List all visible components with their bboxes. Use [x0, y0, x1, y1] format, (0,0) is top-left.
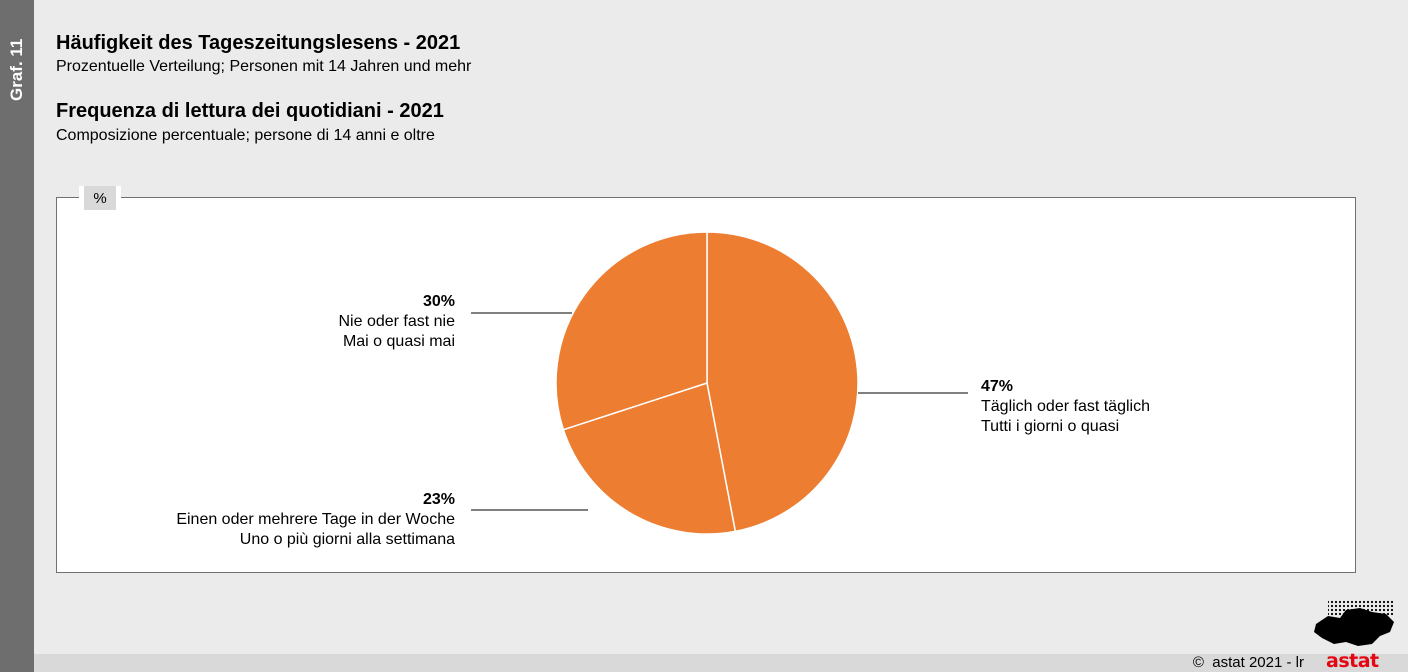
label-slice-2: 23% Einen oder mehrere Tage in der Woche… [176, 490, 455, 550]
slice-2-pct: 23% [422, 491, 455, 508]
subtitle-de: Prozentuelle Verteilung; Personen mit 14… [56, 58, 472, 75]
astat-logo-icon [1314, 600, 1394, 646]
copyright-text: astat 2021 - lr [1212, 654, 1304, 671]
unit-label: % [79, 186, 121, 210]
slice-1-label-it: Tutti i giorni o quasi [981, 418, 1120, 435]
copyright-icon: © [1192, 654, 1204, 671]
slice-3-pct: 30% [422, 293, 455, 310]
slice-3-label-it: Mai o quasi mai [342, 333, 455, 350]
pie-slice-3 [555, 231, 708, 431]
subtitle-it: Composizione percentuale; persone di 14 … [56, 127, 435, 144]
pie-slice-2 [562, 382, 737, 535]
slice-3-label-de: Nie oder fast nie [338, 313, 455, 330]
footer-bar [34, 654, 1408, 672]
slice-1-label-de: Täglich oder fast täglich [981, 398, 1150, 415]
slice-1-pct: 47% [981, 378, 1014, 395]
copyright: © astat 2021 - lr [1193, 654, 1304, 672]
logo-text: astat [1326, 650, 1379, 672]
title-de: Häufigkeit des Tageszeitungslesens - 202… [56, 32, 461, 54]
pie-slice-1 [706, 231, 859, 533]
slice-2-label-de: Einen oder mehrere Tage in der Woche [176, 511, 455, 528]
slice-2-label-it: Uno o più giorni alla settimana [239, 531, 455, 548]
label-slice-1: 47% Täglich oder fast täglich Tutti i gi… [981, 377, 1150, 437]
title-it: Frequenza di lettura dei quotidiani - 20… [56, 100, 444, 122]
side-strip: Graf. 11 [0, 0, 34, 672]
label-slice-3: 30% Nie oder fast nie Mai o quasi mai [338, 292, 455, 352]
